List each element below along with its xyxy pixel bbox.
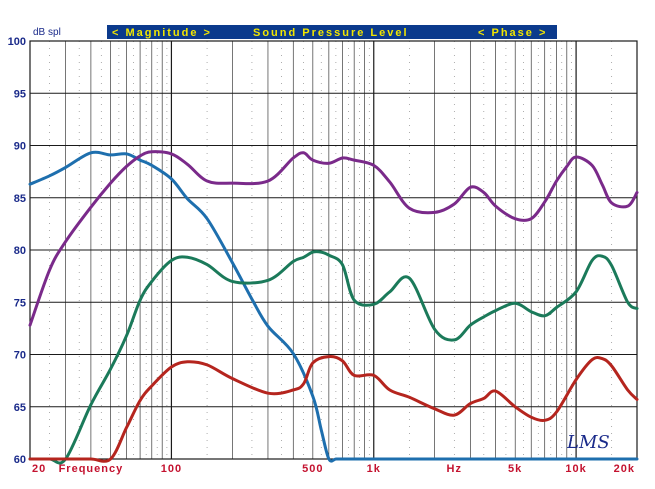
banner-background bbox=[107, 25, 557, 39]
x-axis-annotation: Hz bbox=[447, 463, 462, 475]
series-line-3 bbox=[28, 250, 639, 465]
y-tick-label: 100 bbox=[8, 36, 26, 48]
grid bbox=[29, 40, 638, 460]
y-tick-label: 85 bbox=[14, 193, 26, 205]
x-axis-annotation: Frequency bbox=[59, 463, 124, 475]
x-tick-label: 5k bbox=[508, 463, 522, 475]
y-tick-label: 60 bbox=[14, 454, 26, 466]
x-tick-label: 1k bbox=[367, 463, 381, 475]
y-tick-label: 80 bbox=[14, 245, 26, 257]
x-tick-label: 10k bbox=[565, 463, 586, 475]
y-tick-label: 95 bbox=[14, 88, 26, 100]
x-tick-label: 100 bbox=[161, 463, 182, 475]
x-tick-label: 500 bbox=[302, 463, 323, 475]
y-tick-label: 70 bbox=[14, 350, 26, 362]
series-lines bbox=[28, 150, 639, 465]
y-tick-label: 90 bbox=[14, 141, 26, 153]
y-tick-label: 65 bbox=[14, 402, 26, 414]
series-line-2 bbox=[28, 150, 639, 327]
x-tick-label: 20 bbox=[32, 463, 46, 475]
banner-phase-label: < Phase > bbox=[478, 27, 547, 39]
lms-logo: LMS bbox=[566, 432, 610, 453]
banner-magnitude-label: < Magnitude > bbox=[112, 27, 212, 39]
x-tick-labels: 20 100 500 1k 5k 10k 20k Frequency Hz bbox=[32, 463, 635, 475]
x-tick-label: 20k bbox=[614, 463, 635, 475]
y-axis-label: dB spl bbox=[33, 27, 61, 38]
series-line-4 bbox=[28, 355, 639, 463]
series-line-1 bbox=[28, 150, 639, 463]
y-tick-label: 75 bbox=[14, 297, 26, 309]
banner-title: Sound Pressure Level bbox=[253, 27, 409, 39]
y-tick-labels: 60 65 70 75 80 85 90 95 100 bbox=[8, 36, 26, 466]
title-banner: < Magnitude > Sound Pressure Level < Pha… bbox=[107, 25, 557, 39]
